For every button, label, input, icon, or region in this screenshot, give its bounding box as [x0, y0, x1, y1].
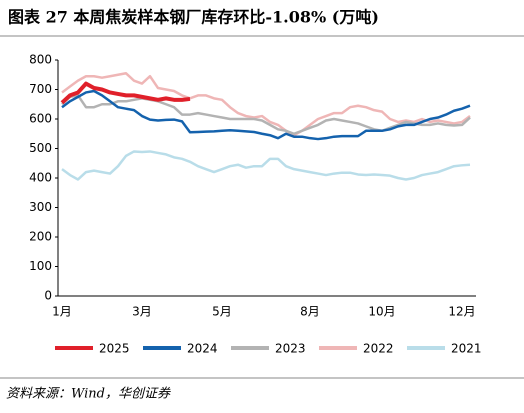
y-tick-label: 300 — [29, 200, 52, 214]
series-line — [61, 72, 471, 137]
legend-label: 2025 — [99, 342, 130, 356]
y-tick-label: 0 — [44, 289, 52, 303]
y-tick-label: 800 — [29, 53, 52, 67]
source: 资料来源：Wind，华创证券 — [6, 387, 171, 402]
y-tick-label: 700 — [29, 82, 52, 96]
x-tick-label: 3月 — [132, 305, 152, 319]
x-tick-label: 5月 — [212, 305, 232, 319]
x-tick-label: 10月 — [368, 305, 395, 319]
series-line — [61, 150, 471, 181]
series-line — [61, 89, 471, 141]
y-tick-label: 500 — [29, 141, 52, 155]
legend-label: 2023 — [275, 342, 306, 356]
legend-label: 2024 — [187, 342, 218, 356]
y-tick-label: 100 — [29, 259, 52, 273]
x-tick-label: 1月 — [52, 305, 72, 319]
y-tick-label: 600 — [29, 112, 52, 126]
y-tick-label: 200 — [29, 230, 52, 244]
x-tick-label: 12月 — [448, 305, 475, 319]
legend-label: 2022 — [363, 342, 394, 356]
chart-title: 图表 27 本周焦炭样本钢厂库存环比-1.08% (万吨) — [8, 8, 379, 27]
series-line — [61, 94, 471, 135]
x-tick-label: 8月 — [300, 305, 320, 319]
legend-label: 2021 — [451, 342, 482, 356]
series-line — [60, 81, 191, 105]
y-tick-label: 400 — [29, 171, 52, 185]
